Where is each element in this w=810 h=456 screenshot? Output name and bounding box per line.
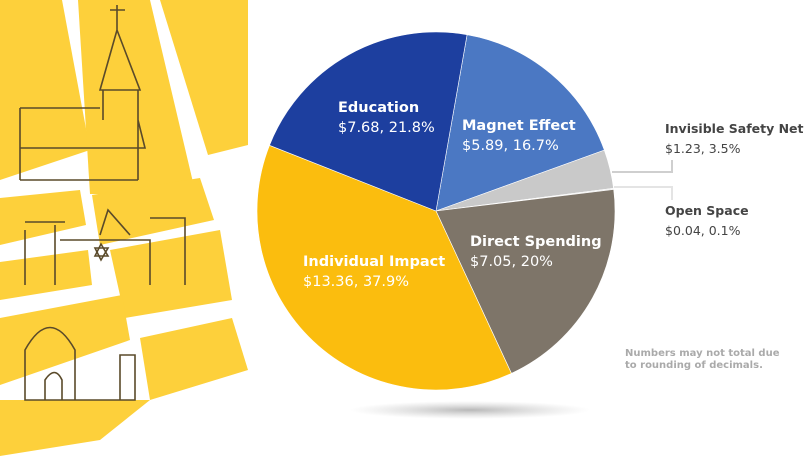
- label-individual-impact: Individual Impact $13.36, 37.9%: [303, 252, 445, 292]
- houses-of-worship-illustration: [0, 0, 248, 456]
- label-value: $7.05, 20%: [470, 254, 553, 270]
- label-value: $0.04, 0.1%: [665, 223, 741, 238]
- label-name: Direct Spending: [470, 234, 602, 250]
- callout-line-invisible-safety-net: [612, 160, 673, 173]
- label-open-space: Open Space $0.04, 0.1%: [665, 201, 749, 241]
- label-name: Open Space: [665, 203, 749, 218]
- pie-slice-magnet-effect: [435, 34, 605, 212]
- label-name: Magnet Effect: [462, 118, 576, 134]
- label-education: Education $7.68, 21.8%: [338, 98, 435, 138]
- label-name: Education: [338, 100, 420, 116]
- pie-slice-direct-spending: [435, 189, 616, 374]
- note-line: to rounding of decimals.: [625, 360, 763, 371]
- callout-line-open-space: [614, 186, 673, 200]
- label-magnet-effect: Magnet Effect $5.89, 16.7%: [462, 116, 576, 156]
- label-name: Individual Impact: [303, 254, 446, 270]
- label-name: Invisible Safety Net: [665, 121, 804, 136]
- label-value: $1.23, 3.5%: [665, 141, 741, 156]
- pie-shadow: [350, 401, 590, 419]
- sketch-lines: [19, 5, 186, 401]
- pie-slice-education: [269, 31, 468, 212]
- rounding-note: Numbers may not total due to rounding of…: [625, 348, 779, 372]
- note-line: Numbers may not total due: [625, 348, 780, 359]
- label-value: $13.36, 37.9%: [303, 274, 410, 290]
- pie-slice-individual-impact: [256, 144, 512, 391]
- label-value: $5.89, 16.7%: [462, 138, 559, 154]
- label-invisible-safety-net: Invisible Safety Net $1.23, 3.5%: [665, 119, 804, 159]
- label-value: $7.68, 21.8%: [338, 120, 435, 136]
- label-direct-spending: Direct Spending $7.05, 20%: [470, 232, 602, 272]
